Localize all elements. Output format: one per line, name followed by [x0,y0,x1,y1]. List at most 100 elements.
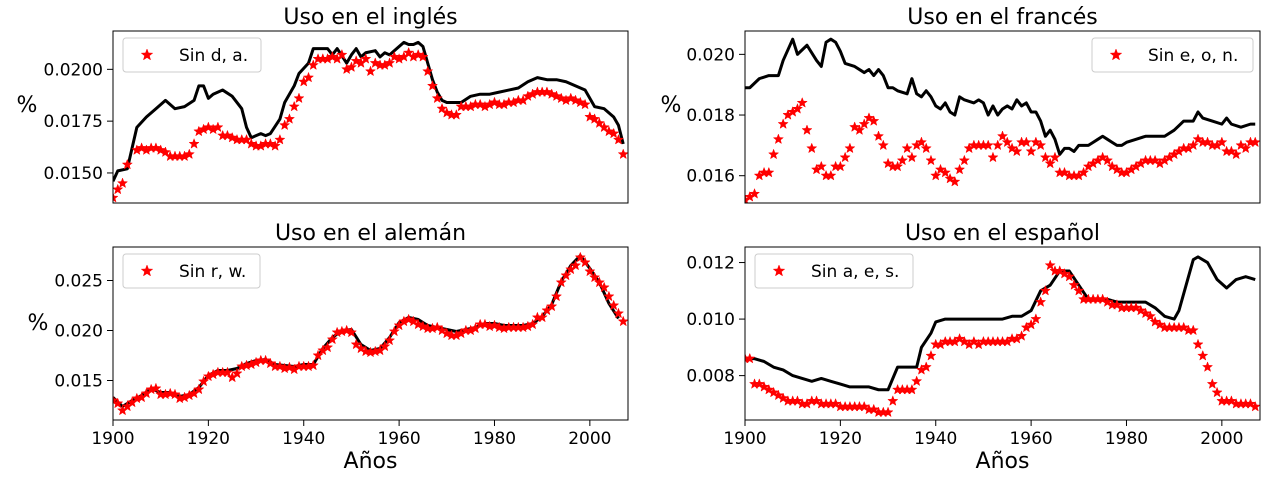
data-point-star [527,318,539,330]
data-point-star [1058,166,1071,178]
data-point-star [772,389,785,401]
data-point-star [598,121,610,133]
data-point-star [274,133,286,145]
series-line [113,40,625,182]
data-point-star [569,259,582,271]
data-point-star [1101,154,1114,166]
data-point-star [412,318,424,330]
data-point-star [479,318,491,330]
data-point-star [767,386,780,398]
data-point-star [197,375,210,387]
data-point-star [369,57,381,68]
data-point-star [829,397,842,409]
data-point-star [758,381,770,392]
y-tick-label: 0.020 [686,45,735,65]
data-point-star [877,139,889,151]
data-point-star [1077,166,1090,178]
data-point-star [264,357,276,369]
data-point-star [882,406,894,418]
data-point-star [753,378,765,389]
plot-area [745,255,1260,418]
data-point-star [1225,395,1238,406]
data-point-star [488,319,501,331]
y-tick-label: 0.0150 [44,164,103,184]
data-point-star [1249,400,1260,412]
data-point-star [1044,259,1056,271]
y-tick-label: 0.008 [686,367,735,387]
plot-area [113,40,628,203]
data-point-star [887,395,899,406]
data-point-star [1206,378,1218,389]
data-point-star [584,265,596,277]
data-point-star [326,50,338,62]
data-point-star [283,113,296,124]
data-point-star [560,269,572,281]
data-point-star [810,395,823,406]
data-point-star [901,142,913,154]
data-point-star [336,48,348,60]
data-point-star [612,307,625,319]
plot-frame [112,30,629,204]
data-point-star [436,102,448,114]
legend-label: Sin r, w. [179,262,246,282]
legend: Sin a, e, s. [754,253,914,289]
data-point-star [307,59,319,70]
data-point-star [968,335,980,347]
data-point-star [240,133,253,145]
y-axis-label: % [17,93,38,118]
data-point-star [579,256,591,268]
data-point-star [1101,296,1114,307]
data-point-star [1025,318,1037,330]
plot-frame [744,30,1261,204]
data-point-star [364,65,377,77]
x-tick-label: 1940 [914,429,957,449]
data-point-star [1058,267,1071,279]
legend-label: Sin e, o, n. [1148,46,1238,66]
data-point-star [603,125,615,137]
data-point-star [412,48,424,60]
data-point-star [121,158,133,170]
data-point-star [1011,145,1023,157]
data-point-star [872,130,885,142]
data-point-star [450,109,462,120]
data-point-star [767,148,780,160]
y-axis-label: % [28,311,49,336]
data-point-star [882,157,894,169]
data-point-star [791,395,804,406]
data-point-star [925,154,937,166]
x-tick-label: 1980 [473,429,516,449]
data-point-star [858,400,870,412]
data-point-star [612,133,625,145]
data-point-star [541,86,553,97]
data-point-star [987,151,999,163]
y-tick-label: 0.0200 [44,60,103,80]
y-tick-label: 0.018 [686,106,735,126]
data-point-star [593,117,606,128]
data-point-star [1049,151,1061,163]
data-point-star [863,112,875,123]
data-point-star [791,103,804,114]
data-point-star [1111,163,1123,175]
data-point-star [388,325,400,337]
data-point-star [958,154,970,166]
data-point-star [1020,136,1032,148]
data-point-star [839,151,851,163]
data-point-star [958,335,970,347]
x-tick-label: 1940 [282,429,325,449]
chart-title: Uso en el alemán [275,221,466,246]
data-point-star [193,383,205,395]
data-point-star [183,148,195,160]
data-point-star [1187,324,1199,336]
plot-frame [744,246,1261,421]
data-point-star [1111,299,1123,310]
data-point-star [436,324,448,336]
data-point-star [944,172,956,184]
data-point-star [221,366,234,378]
x-axis-label: Años [976,449,1030,474]
data-point-star [202,121,214,133]
data-point-star [1044,157,1056,169]
chart-panel-2: Uso en el francés 0.016 0.018 0.020% Sin e, … [661,5,1261,204]
data-point-star [135,142,148,153]
data-point-star [617,148,628,160]
